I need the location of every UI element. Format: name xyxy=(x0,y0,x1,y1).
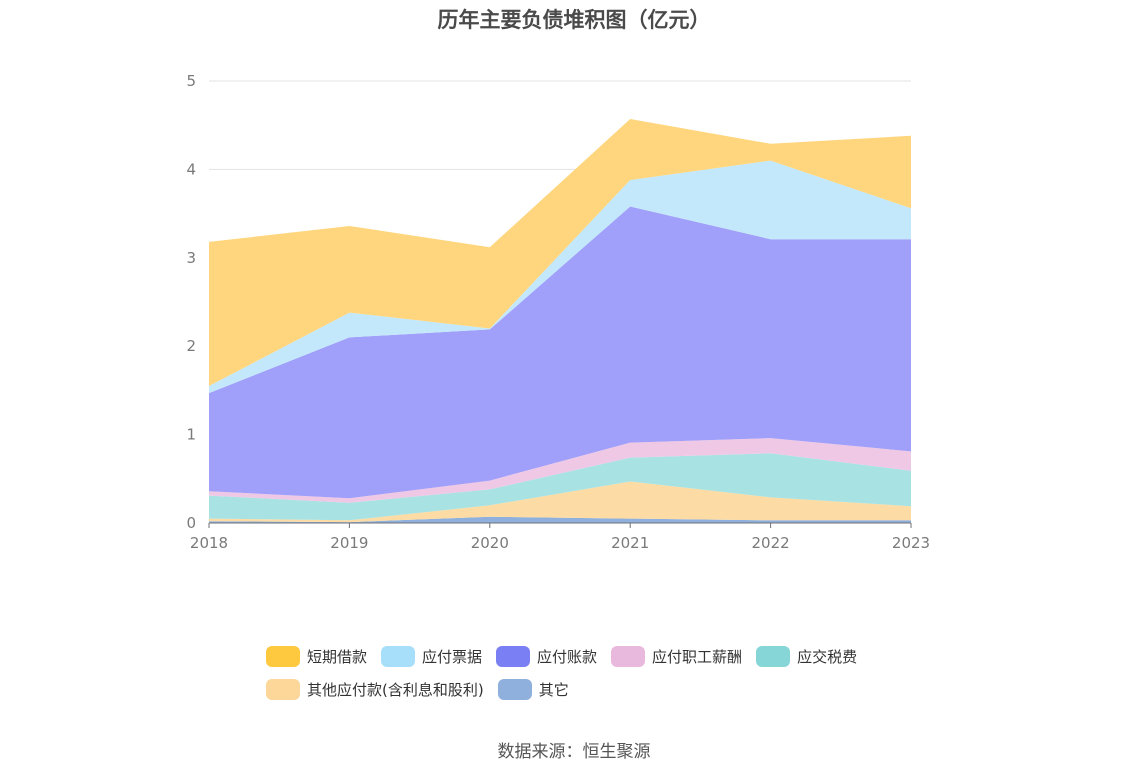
legend-label: 应付账款 xyxy=(537,648,598,666)
x-tick-label: 2023 xyxy=(892,534,930,552)
x-tick-label: 2018 xyxy=(190,534,228,552)
legend-label: 其他应付款(含利息和股利) xyxy=(307,681,484,699)
legend-swatch xyxy=(266,646,300,667)
legend-item[interactable]: 其它 xyxy=(497,679,569,700)
x-tick-label: 2020 xyxy=(471,534,509,552)
legend-row: 其他应付款(含利息和股利) 其它 xyxy=(266,673,906,706)
area-series-0[interactable] xyxy=(209,516,911,523)
legend-swatch xyxy=(266,679,300,700)
legend-item[interactable]: 其他应付款(含利息和股利) xyxy=(266,679,484,700)
legend-item[interactable]: 应付职工薪酬 xyxy=(611,646,742,667)
y-tick-label: 3 xyxy=(186,249,196,267)
legend-swatch xyxy=(756,646,791,667)
source-note: 数据来源：恒生聚源 xyxy=(497,742,651,762)
y-tick-label: 5 xyxy=(186,72,196,90)
legend-label: 短期借款 xyxy=(307,648,368,666)
legend-swatch xyxy=(496,646,531,667)
y-tick-label: 1 xyxy=(186,426,196,444)
legend-item[interactable]: 短期借款 xyxy=(266,646,367,667)
legend-label: 应交税费 xyxy=(797,648,858,666)
legend-label: 应付票据 xyxy=(422,648,483,666)
legend-label: 其它 xyxy=(538,681,569,699)
y-tick-label: 4 xyxy=(186,160,196,178)
area-series-2[interactable] xyxy=(209,453,911,521)
area-series-3[interactable] xyxy=(209,438,911,503)
x-tick-label: 2019 xyxy=(330,534,368,552)
y-tick-label: 0 xyxy=(186,514,196,532)
legend-item[interactable]: 应付票据 xyxy=(381,646,482,667)
area-series-1[interactable] xyxy=(209,481,911,523)
legend-row: 短期借款 应付票据 应付账款 应付职工薪酬 应交税费 xyxy=(266,640,906,673)
legend-swatch xyxy=(497,679,532,700)
area-series-4[interactable] xyxy=(209,206,911,499)
legend-label: 应付职工薪酬 xyxy=(652,648,743,666)
legend-item[interactable]: 应交税费 xyxy=(756,646,857,667)
legend-swatch xyxy=(381,646,416,667)
y-tick-label: 2 xyxy=(186,337,196,355)
chart-title: 历年主要负债堆积图（亿元） xyxy=(437,8,711,32)
area-series xyxy=(209,119,911,523)
legend: 短期借款 应付票据 应付账款 应付职工薪酬 应交税费 其他应付款(含利息和股利) 其它 xyxy=(266,640,906,706)
axes: 0 1 2 3 4 5 2018 2019 2020 2021 2022 2023 xyxy=(186,72,930,552)
area-series-5[interactable] xyxy=(209,160,911,394)
area-series-6[interactable] xyxy=(209,119,911,386)
legend-swatch xyxy=(611,646,646,667)
x-tick-label: 2021 xyxy=(611,534,649,552)
legend-item[interactable]: 应付账款 xyxy=(496,646,597,667)
x-tick-label: 2022 xyxy=(752,534,790,552)
